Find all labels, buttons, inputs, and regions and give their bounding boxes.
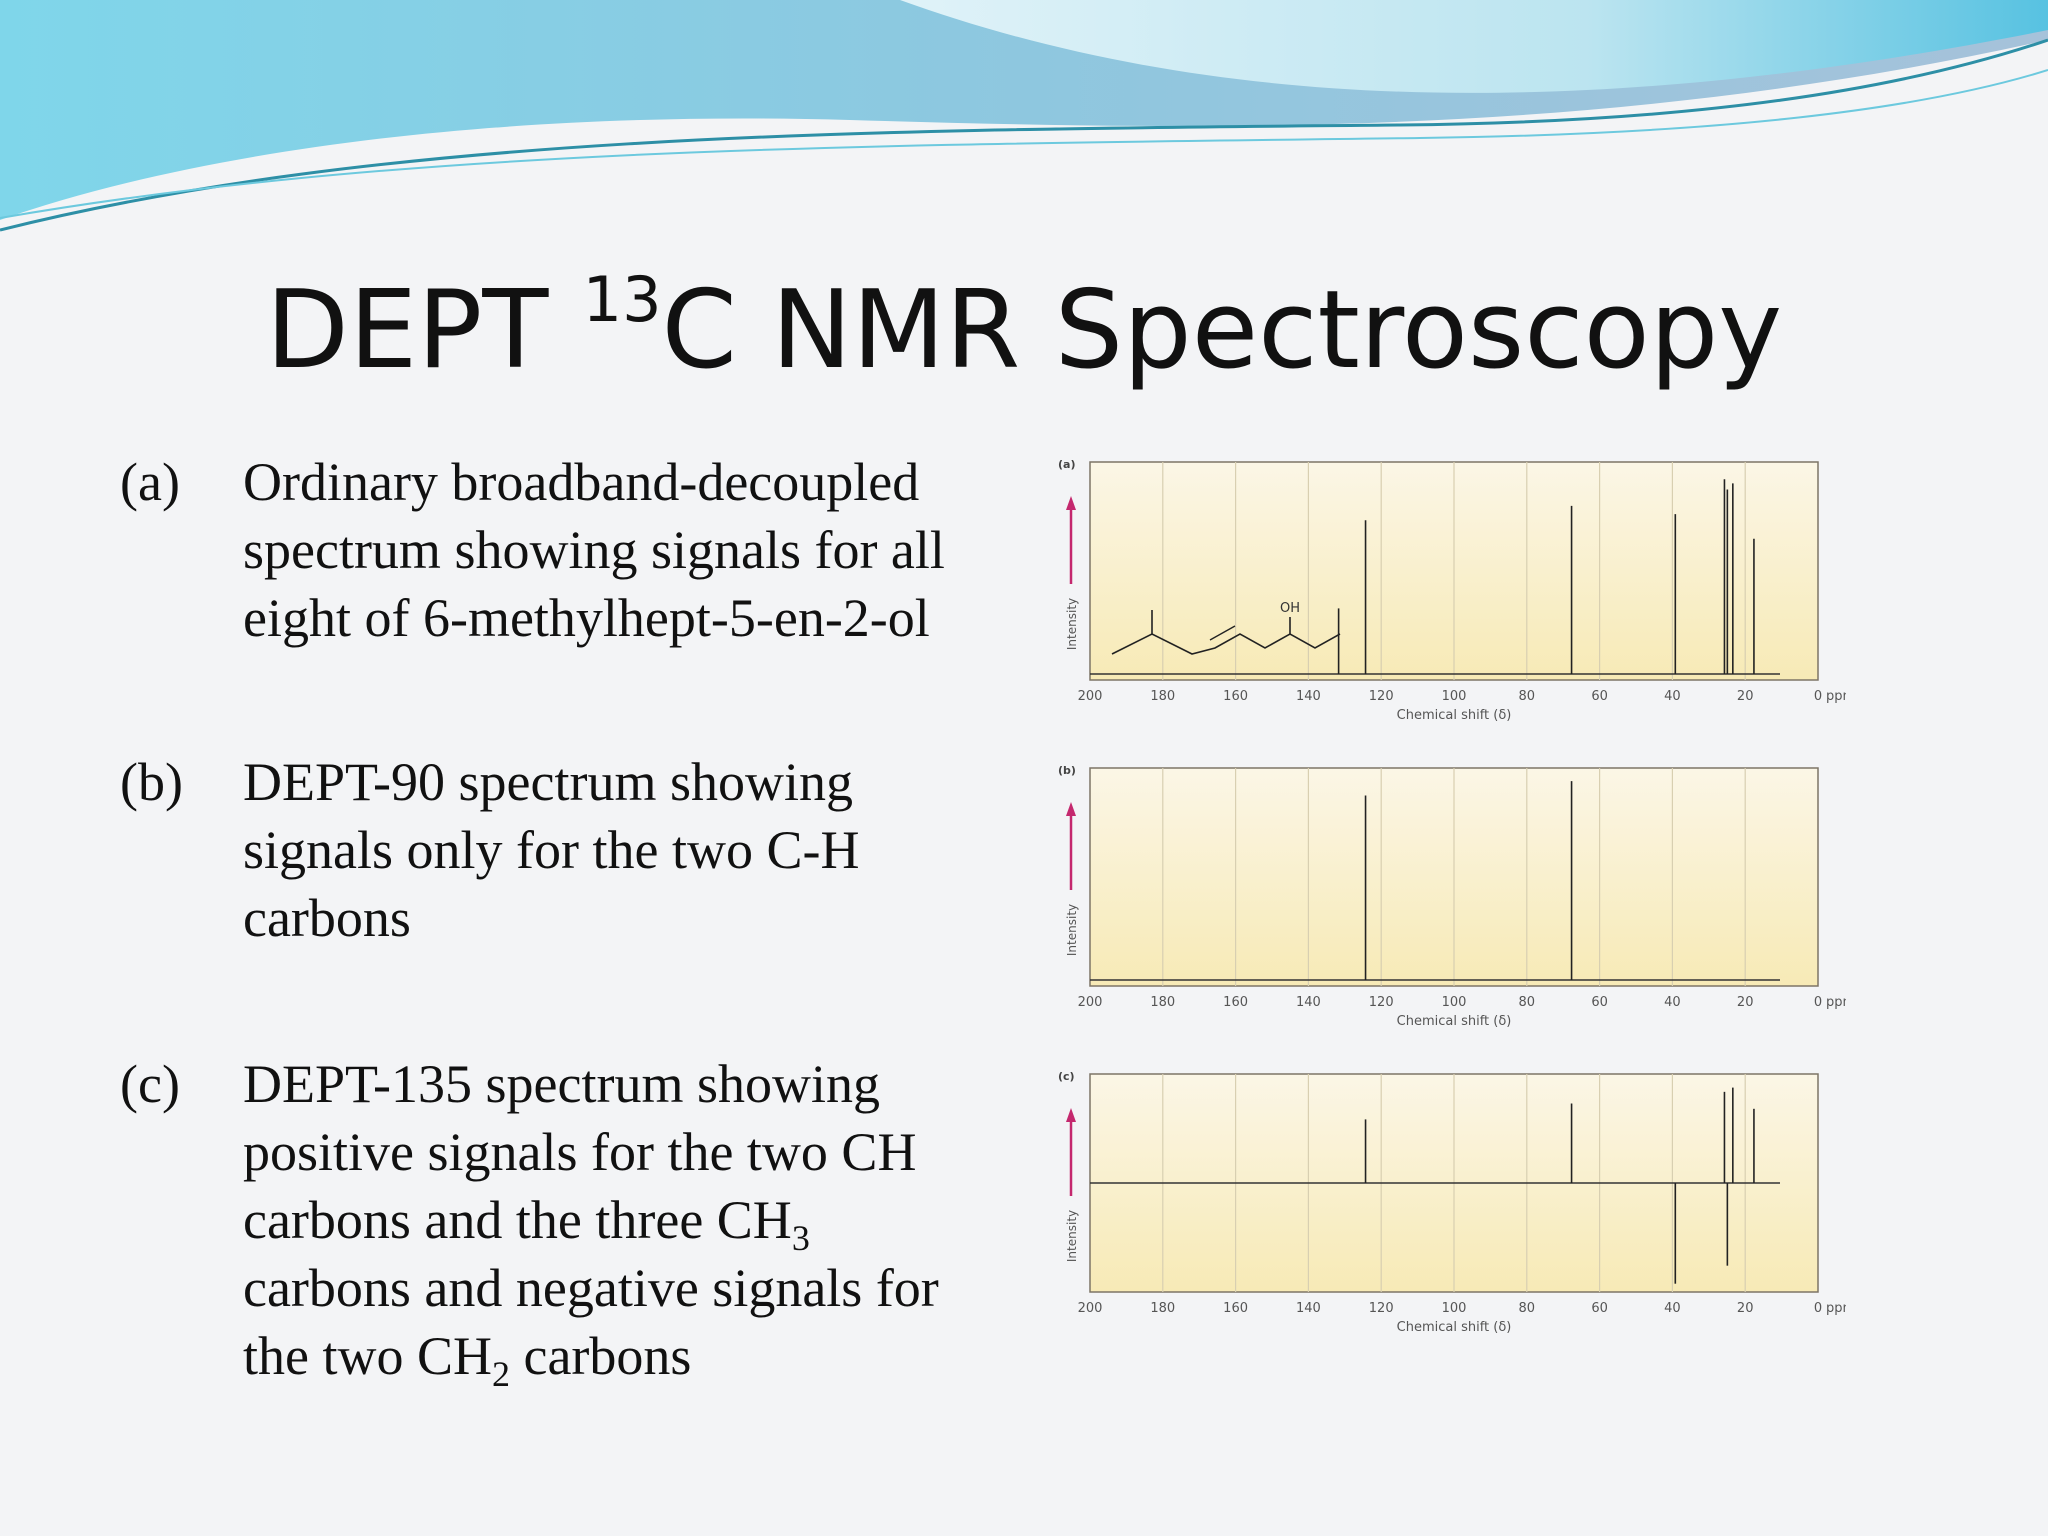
x-tick-label: 0	[1814, 995, 1822, 1010]
x-tick-label: 200	[1078, 995, 1103, 1010]
description-marker: (b)	[120, 752, 183, 812]
x-tick-label: 160	[1223, 1301, 1248, 1316]
x-tick-label: 180	[1150, 689, 1175, 704]
description-line: DEPT-135 spectrum showing	[243, 1054, 880, 1114]
spectrum-chart-c: 200180160140120100806040200ppmChemical s…	[1058, 1070, 1846, 1335]
x-tick-label: 160	[1223, 689, 1248, 704]
spectrum-panel-a: 200180160140120100806040200ppmChemical s…	[1052, 452, 1846, 732]
y-axis-label: Intensity	[1065, 904, 1079, 956]
description-line: positive signals for the two CH	[243, 1122, 917, 1182]
spectrum-chart-a: 200180160140120100806040200ppmChemical s…	[1058, 458, 1846, 723]
description-marker: (c)	[120, 1054, 180, 1114]
molecule-structure: OH	[1111, 601, 1341, 655]
x-tick-label: 160	[1223, 995, 1248, 1010]
x-tick-label: 80	[1519, 689, 1536, 704]
x-tick-label: 120	[1369, 689, 1394, 704]
x-tick-label: 120	[1369, 1301, 1394, 1316]
x-tick-label: 40	[1664, 1301, 1681, 1316]
slide-title: DEPT 13C NMR Spectroscopy	[265, 263, 1783, 393]
x-tick-label: 100	[1442, 1301, 1467, 1316]
x-tick-label: 60	[1591, 995, 1608, 1010]
x-tick-label: 40	[1664, 689, 1681, 704]
description-a: (a) Ordinary broadband-decoupled spectru…	[120, 448, 1000, 652]
description-text: DEPT-135 spectrum showing positive signal…	[243, 1050, 1000, 1394]
spectrum-panel-b: 200180160140120100806040200ppmChemical s…	[1052, 758, 1846, 1038]
description-line: the two CH2 carbons	[243, 1326, 692, 1394]
spectrum-panel-c: 200180160140120100806040200ppmChemical s…	[1052, 1064, 1846, 1344]
x-tick-label: 140	[1296, 995, 1321, 1010]
x-tick-label: 80	[1519, 1301, 1536, 1316]
x-tick-label: 200	[1078, 689, 1103, 704]
panel-label: (c)	[1058, 1070, 1075, 1083]
x-tick-label: 100	[1442, 995, 1467, 1010]
description-text: DEPT-90 spectrum showing signals only fo…	[243, 752, 860, 948]
description-text: Ordinary broadband-decoupled spectrum sh…	[243, 452, 945, 648]
x-tick-label: 0	[1814, 1301, 1822, 1316]
x-axis-label: Chemical shift (δ)	[1397, 1320, 1512, 1335]
x-unit-label: ppm	[1826, 1301, 1846, 1316]
arrow-head-icon	[1066, 1108, 1076, 1122]
panel-label: (a)	[1058, 458, 1075, 471]
x-unit-label: ppm	[1826, 995, 1846, 1010]
x-tick-label: 0	[1814, 689, 1822, 704]
x-tick-label: 120	[1369, 995, 1394, 1010]
description-c: (c) DEPT-135 spectrum showing positive si…	[120, 1050, 1000, 1394]
x-tick-label: 80	[1519, 995, 1536, 1010]
spectrum-chart-b: 200180160140120100806040200ppmChemical s…	[1058, 764, 1846, 1029]
x-tick-label: 20	[1737, 995, 1754, 1010]
x-tick-label: 60	[1591, 1301, 1608, 1316]
x-tick-label: 20	[1737, 1301, 1754, 1316]
molecule-label: OH	[1280, 601, 1300, 616]
description-marker: (a)	[120, 452, 180, 512]
arrow-head-icon	[1066, 802, 1076, 816]
y-axis-label: Intensity	[1065, 1210, 1079, 1262]
x-tick-label: 40	[1664, 995, 1681, 1010]
description-b: (b) DEPT-90 spectrum showing signals onl…	[120, 748, 1000, 952]
x-tick-label: 20	[1737, 689, 1754, 704]
panel-label: (b)	[1058, 764, 1076, 777]
header-wave	[0, 0, 2048, 232]
arrow-head-icon	[1066, 496, 1076, 510]
x-axis-label: Chemical shift (δ)	[1397, 708, 1512, 723]
description-line: carbons and negative signals for	[243, 1258, 939, 1318]
y-axis-label: Intensity	[1065, 598, 1079, 650]
x-axis-label: Chemical shift (δ)	[1397, 1014, 1512, 1029]
x-tick-label: 140	[1296, 1301, 1321, 1316]
x-tick-label: 180	[1150, 995, 1175, 1010]
description-line: carbons and the three CH3	[243, 1190, 810, 1258]
x-unit-label: ppm	[1826, 689, 1846, 704]
x-tick-label: 100	[1442, 689, 1467, 704]
x-tick-label: 60	[1591, 689, 1608, 704]
x-tick-label: 180	[1150, 1301, 1175, 1316]
x-tick-label: 200	[1078, 1301, 1103, 1316]
x-tick-label: 140	[1296, 689, 1321, 704]
